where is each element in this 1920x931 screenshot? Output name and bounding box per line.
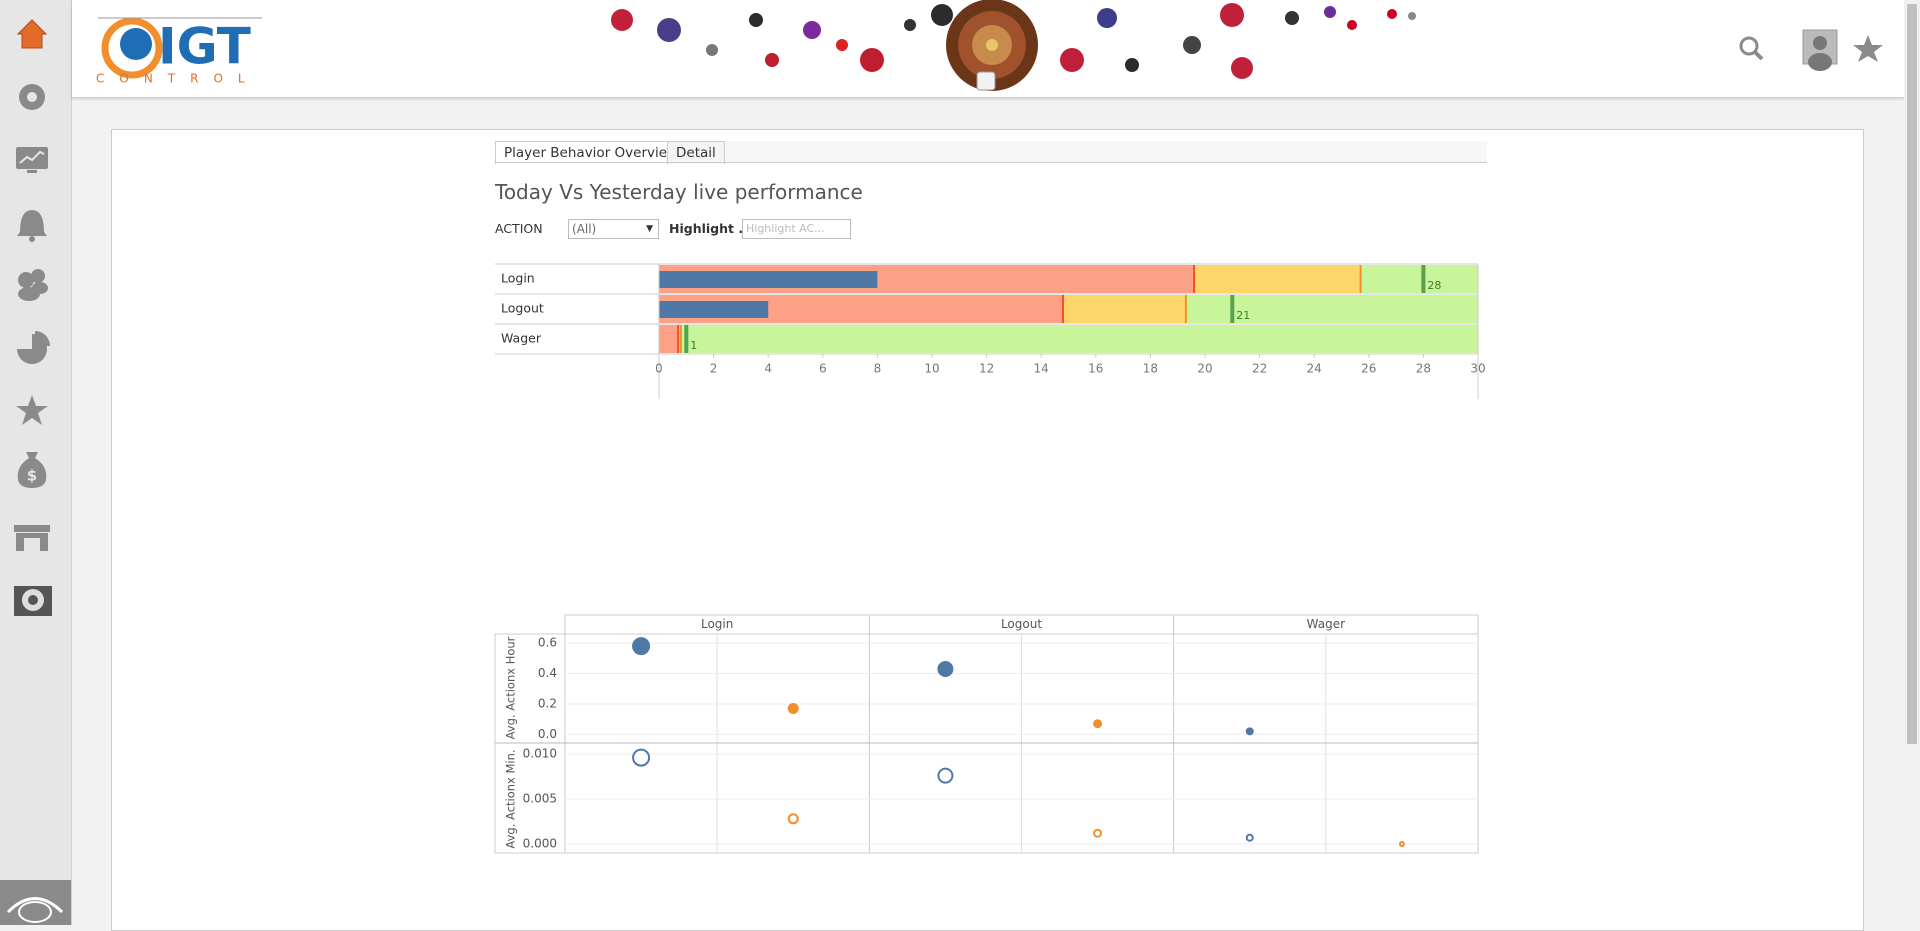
target-marker [1230,295,1235,323]
cashier-icon[interactable]: $ [17,452,47,488]
x-tick-label: 0 [655,362,663,376]
data-point [787,703,799,715]
x-tick-label: 4 [764,362,772,376]
row-label: Logout [501,301,544,316]
range-band [659,325,679,353]
target-marker [684,325,689,353]
data-point [632,637,651,656]
tab-bar [495,141,1487,162]
target-marker [1421,265,1426,293]
svg-text:$: $ [27,467,37,485]
target-label: 28 [1427,279,1441,292]
x-tick-label: 18 [1143,362,1158,376]
logo[interactable]: IGT CONTROL [96,17,262,86]
venue-icon[interactable] [14,525,50,551]
data-point [1398,841,1405,847]
column-header: Wager [1307,617,1345,631]
filter-dropdown[interactable]: (All) ▼ [568,219,659,239]
dropdown-value: (All) [572,222,597,236]
x-tick-label: 26 [1361,362,1376,376]
range-fill [659,325,1478,353]
tab[interactable]: Detail [667,141,725,164]
x-tick-label: 30 [1470,362,1485,376]
y-tick-label: 0.6 [538,636,557,650]
sidebar-icons: $ [0,19,71,925]
search-icon[interactable] [1739,36,1764,61]
y-tick-label: 0.0 [538,727,557,741]
header-graphics: IGT CONTROL [96,0,1883,91]
row-label: Login [501,271,535,286]
x-tick-label: 28 [1416,362,1431,376]
filter-label: ACTION [495,221,543,236]
x-tick-label: 2 [710,362,718,376]
target-label: 21 [1236,309,1250,322]
tab-divider [495,162,1487,163]
bar [659,271,878,288]
target-label: 1 [690,339,697,352]
reports-icon[interactable] [17,331,50,364]
home-icon[interactable] [16,19,48,49]
scroll-thumb[interactable] [1907,4,1917,744]
y-tick-label: 0.005 [523,792,557,806]
monitor-icon[interactable] [16,147,48,173]
x-tick-label: 14 [1034,362,1049,376]
bar [659,301,769,318]
logo-tagline: CONTROL [96,72,260,86]
highlight-label: Highlight ... [669,221,753,236]
header: IGT CONTROL [72,0,1904,98]
y-tick-label: 0.000 [523,837,557,851]
logo-brand: IGT [158,18,251,76]
row-axis-label: Avg. Actionx Hour [504,636,518,739]
data-point [1245,833,1254,842]
casino-banner [611,0,1416,91]
x-tick-label: 16 [1088,362,1103,376]
y-tick-label: 0.010 [523,747,557,761]
row-axis-label: Avg. Actionx Min. [504,749,518,848]
dropdown-arrow: ▼ [646,224,653,234]
user-avatar[interactable] [1802,29,1838,71]
data-point [1245,727,1254,736]
data-point [632,748,651,767]
settings-icon[interactable] [19,84,45,110]
highlight-input[interactable]: Highlight AC... [742,219,851,239]
x-tick-label: 6 [819,362,827,376]
players-icon[interactable] [18,269,48,301]
x-tick-label: 22 [1252,362,1267,376]
x-tick-label: 24 [1307,362,1322,376]
x-tick-label: 8 [874,362,882,376]
x-tick-label: 20 [1197,362,1212,376]
tab[interactable]: Player Behavior Overview [495,141,688,164]
favorites-star[interactable] [1853,35,1883,62]
row-label: Wager [501,331,542,346]
column-header: Logout [1001,617,1042,631]
favorites-icon[interactable] [16,395,48,425]
dashboard-panel [111,129,1864,931]
admin-icon[interactable] [14,586,52,616]
data-point [1093,828,1103,838]
dashboard-title: Today Vs Yesterday live performance [495,180,863,204]
scrollbar[interactable] [1904,0,1920,925]
data-point [1093,719,1103,729]
sidebar: $ [0,0,72,925]
data-point [787,813,799,825]
eye-icon[interactable] [0,880,71,925]
alerts-icon[interactable] [17,210,47,242]
x-tick-label: 10 [924,362,939,376]
data-point [937,660,954,677]
x-tick-label: 12 [979,362,994,376]
y-tick-label: 0.2 [538,696,557,710]
data-point [937,767,954,784]
y-tick-label: 0.4 [538,666,557,680]
column-header: Login [701,617,733,631]
